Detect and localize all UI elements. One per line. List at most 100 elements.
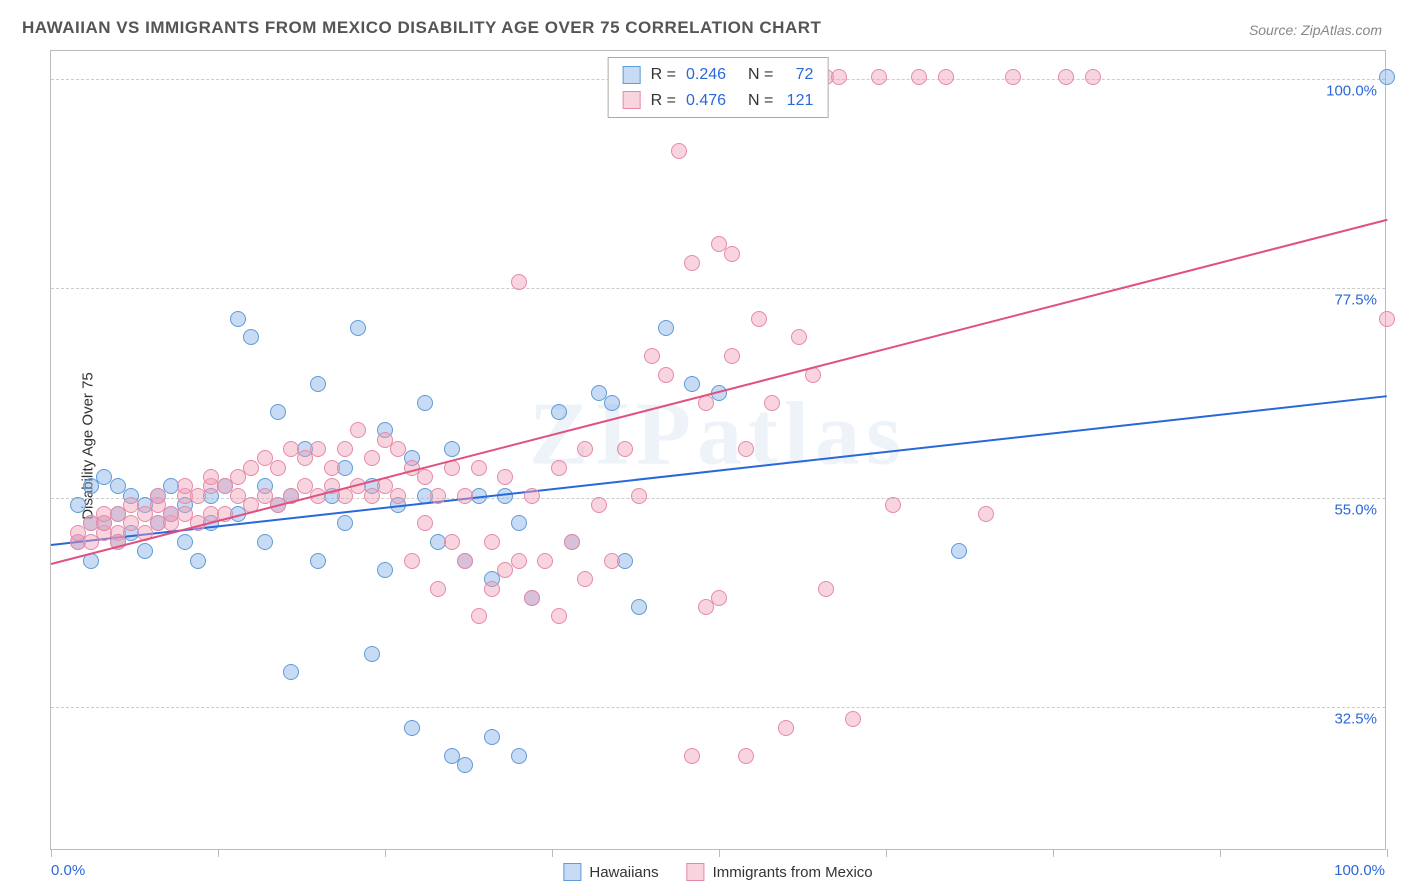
data-point (310, 376, 326, 392)
data-point (938, 69, 954, 85)
data-point (738, 441, 754, 457)
x-tick (51, 849, 52, 857)
data-point (310, 441, 326, 457)
data-point (1058, 69, 1074, 85)
data-point (524, 590, 540, 606)
data-point (457, 488, 473, 504)
stat-value: 72 (783, 62, 813, 88)
data-point (377, 562, 393, 578)
x-tick (886, 849, 887, 857)
data-point (724, 246, 740, 262)
stat-label: R = (651, 88, 676, 114)
data-point (404, 553, 420, 569)
x-tick (552, 849, 553, 857)
data-point (751, 311, 767, 327)
stats-row-hawaiians: R = 0.246 N = 72 (623, 62, 814, 88)
data-point (350, 422, 366, 438)
data-point (658, 367, 674, 383)
legend-bottom: Hawaiians Immigrants from Mexico (563, 863, 872, 881)
data-point (444, 534, 460, 550)
x-tick (218, 849, 219, 857)
data-point (324, 460, 340, 476)
data-point (684, 376, 700, 392)
data-point (310, 553, 326, 569)
legend-label: Hawaiians (589, 864, 658, 881)
data-point (631, 599, 647, 615)
data-point (644, 348, 660, 364)
stat-label: N = (748, 88, 773, 114)
y-tick-label: 100.0% (1326, 82, 1377, 99)
data-point (1085, 69, 1101, 85)
data-point (551, 460, 567, 476)
data-point (177, 534, 193, 550)
data-point (230, 311, 246, 327)
data-point (818, 581, 834, 597)
data-point (871, 69, 887, 85)
data-point (577, 571, 593, 587)
y-tick-label: 55.0% (1334, 501, 1377, 518)
x-tick (1053, 849, 1054, 857)
stat-value: 0.476 (686, 88, 726, 114)
swatch-icon (687, 863, 705, 881)
data-point (283, 664, 299, 680)
x-axis-max-label: 100.0% (1334, 862, 1385, 879)
data-point (511, 515, 527, 531)
data-point (430, 488, 446, 504)
data-point (484, 534, 500, 550)
swatch-icon (563, 863, 581, 881)
data-point (511, 748, 527, 764)
source-attribution: Source: ZipAtlas.com (1249, 22, 1382, 38)
data-point (404, 720, 420, 736)
data-point (364, 646, 380, 662)
data-point (243, 329, 259, 345)
data-point (1379, 311, 1395, 327)
data-point (257, 534, 273, 550)
data-point (511, 553, 527, 569)
chart-title: HAWAIIAN VS IMMIGRANTS FROM MEXICO DISAB… (22, 18, 821, 38)
data-point (631, 488, 647, 504)
data-point (430, 581, 446, 597)
y-tick-label: 32.5% (1334, 710, 1377, 727)
swatch-icon (623, 91, 641, 109)
stat-value: 121 (783, 88, 813, 114)
data-point (471, 608, 487, 624)
data-point (671, 143, 687, 159)
x-tick (719, 849, 720, 857)
data-point (1005, 69, 1021, 85)
data-point (764, 395, 780, 411)
chart-area: ZIPatlas 32.5%55.0%77.5%100.0% R = 0.246… (50, 50, 1386, 850)
data-point (337, 515, 353, 531)
gridline (51, 707, 1385, 708)
legend-item-mexico: Immigrants from Mexico (687, 863, 873, 881)
x-tick (1220, 849, 1221, 857)
data-point (564, 534, 580, 550)
data-point (417, 395, 433, 411)
data-point (337, 441, 353, 457)
stats-legend-box: R = 0.246 N = 72 R = 0.476 N = 121 (608, 57, 829, 118)
data-point (791, 329, 807, 345)
data-point (1379, 69, 1395, 85)
data-point (711, 590, 727, 606)
data-point (350, 320, 366, 336)
stat-value: 0.246 (686, 62, 726, 88)
data-point (551, 608, 567, 624)
data-point (511, 274, 527, 290)
legend-label: Immigrants from Mexico (713, 864, 873, 881)
stat-label: R = (651, 62, 676, 88)
data-point (551, 404, 567, 420)
data-point (885, 497, 901, 513)
data-point (457, 757, 473, 773)
data-point (364, 450, 380, 466)
stat-label: N = (748, 62, 773, 88)
data-point (70, 497, 86, 513)
data-point (591, 497, 607, 513)
data-point (417, 469, 433, 485)
y-tick-label: 77.5% (1334, 292, 1377, 309)
legend-item-hawaiians: Hawaiians (563, 863, 658, 881)
data-point (390, 488, 406, 504)
data-point (150, 488, 166, 504)
x-tick (385, 849, 386, 857)
data-point (778, 720, 794, 736)
swatch-icon (623, 66, 641, 84)
data-point (537, 553, 553, 569)
